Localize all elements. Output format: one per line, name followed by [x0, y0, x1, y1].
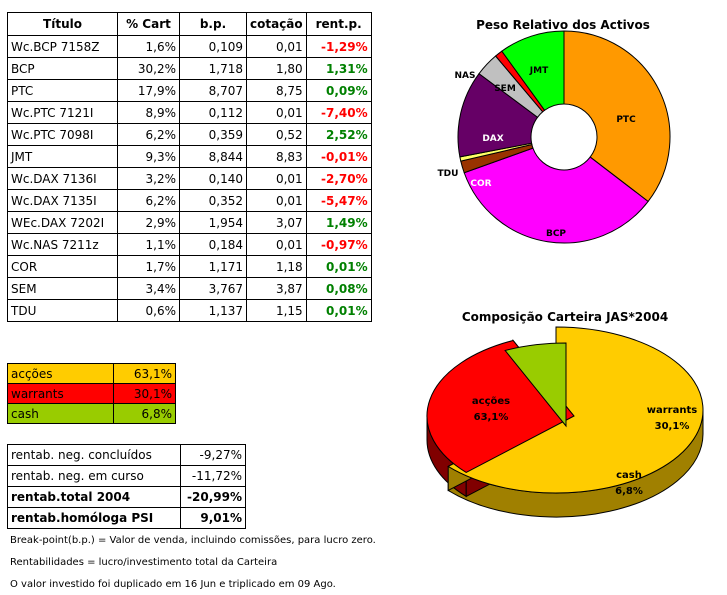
slice-label-jmt: JMT	[529, 66, 549, 76]
holding-row: Wc.BCP 7158Z 1,6% 0,109 0,01 -1,29%	[7, 35, 372, 58]
holding-title: Wc.DAX 7135I	[7, 189, 118, 212]
holding-rent: 0,01%	[305, 299, 372, 322]
holding-bp: 0,352	[179, 189, 247, 212]
slice-ptc	[563, 30, 671, 203]
slice-label-warrants: warrants	[647, 405, 697, 416]
note-rentabilidades: Rentabilidades = lucro/investimento tota…	[10, 557, 278, 568]
holding-rent: 2,52%	[305, 123, 372, 146]
return-value: 9,01%	[180, 507, 246, 529]
allocation-row: cash 6,8%	[7, 403, 176, 424]
holding-row: PTC 17,9% 8,707 8,75 0,09%	[7, 79, 372, 102]
slice-label-cash: cash	[616, 470, 642, 481]
holding-cotacao: 0,01	[246, 101, 307, 124]
slice-accoes	[447, 326, 704, 494]
holding-title: Wc.PTC 7121I	[7, 101, 118, 124]
return-row: rentab. neg. em curso -11,72%	[7, 465, 246, 487]
return-value: -11,72%	[180, 465, 246, 487]
holding-title: PTC	[7, 79, 118, 102]
holding-cart: 0,6%	[117, 299, 180, 322]
holding-title: WEc.DAX 7202I	[7, 211, 118, 234]
slice-bcp	[463, 147, 649, 244]
holdings-header-row: Título % Cart b.p. cotação rent.p.	[7, 12, 372, 36]
header-cart: % Cart	[117, 12, 180, 36]
slice-label-nas: NAS	[455, 71, 476, 81]
holding-cotacao: 1,18	[246, 255, 307, 278]
slice-label-tdu: TDU	[438, 169, 459, 179]
note-breakpoint: Break-point(b.p.) = Valor de venda, incl…	[10, 535, 376, 546]
holding-row: Wc.PTC 7098I 6,2% 0,359 0,52 2,52%	[7, 123, 372, 146]
holding-cotacao: 3,87	[246, 277, 307, 300]
allocation-value: 6,8%	[113, 403, 176, 424]
returns-table: rentab. neg. concluídos -9,27% rentab. neg…	[7, 444, 246, 529]
slice-cash	[504, 342, 567, 428]
slice-value-cash: 6,8%	[615, 486, 643, 497]
holding-bp: 8,844	[179, 145, 247, 168]
allocation-value: 30,1%	[113, 383, 176, 404]
holding-cart: 8,9%	[117, 101, 180, 124]
holding-bp: 1,718	[179, 57, 247, 80]
holding-bp: 1,954	[179, 211, 247, 234]
holding-row: BCP 30,2% 1,718 1,80 1,31%	[7, 57, 372, 80]
holding-cotacao: 1,15	[246, 299, 307, 322]
holding-bp: 1,137	[179, 299, 247, 322]
slice-dax	[457, 72, 539, 158]
holding-cart: 9,3%	[117, 145, 180, 168]
allocation-row: warrants 30,1%	[7, 383, 176, 404]
slice-label-bcp: BCP	[546, 229, 566, 239]
holding-rent: 0,08%	[305, 277, 372, 300]
holding-rent: -0,01%	[305, 145, 372, 168]
holding-cotacao: 0,01	[246, 233, 307, 256]
holding-rent: -0,97%	[305, 233, 372, 256]
header-cotacao: cotação	[246, 12, 307, 36]
allocation-row: acções 63,1%	[7, 363, 176, 384]
return-label: rentab.homóloga PSI	[7, 507, 181, 529]
chart2-title: Composição Carteira JAS*2004	[462, 310, 668, 324]
allocation-value: 63,1%	[113, 363, 176, 384]
holding-bp: 0,359	[179, 123, 247, 146]
slice-label-accoes: acções	[472, 396, 510, 407]
holding-row: Wc.NAS 7211z 1,1% 0,184 0,01 -0,97%	[7, 233, 372, 256]
note-investment: O valor investido foi duplicado em 16 Ju…	[10, 579, 336, 590]
return-value: -20,99%	[180, 486, 246, 508]
slice-label-sem: SEM	[494, 84, 516, 94]
slice-label-dax: DAX	[482, 134, 503, 144]
chart1-title: Peso Relativo dos Activos	[476, 18, 650, 32]
holding-cart: 6,2%	[117, 123, 180, 146]
allocation-label: warrants	[7, 383, 114, 404]
return-row: rentab.total 2004 -20,99%	[7, 486, 246, 508]
holding-cart: 1,6%	[117, 35, 180, 58]
holding-title: Wc.PTC 7098I	[7, 123, 118, 146]
holding-row: WEc.DAX 7202I 2,9% 1,954 3,07 1,49%	[7, 211, 372, 234]
slice-value-accoes: 63,1%	[474, 412, 509, 423]
holding-row: Wc.DAX 7135I 6,2% 0,352 0,01 -5,47%	[7, 189, 372, 212]
header-titulo: Título	[7, 12, 118, 36]
holding-bp: 0,112	[179, 101, 247, 124]
return-row: rentab. neg. concluídos -9,27%	[7, 444, 246, 466]
holding-rent: 1,49%	[305, 211, 372, 234]
header-rent: rent.p.	[305, 12, 372, 36]
holdings-table: Título % Cart b.p. cotação rent.p. Wc.BC…	[7, 12, 372, 322]
slice-value-warrants: 30,1%	[655, 421, 690, 432]
return-label: rentab. neg. em curso	[7, 465, 181, 487]
holding-title: COR	[7, 255, 118, 278]
slice-jmt	[501, 30, 565, 111]
slice-label-cor: COR	[470, 179, 491, 189]
slice-label-ptc: PTC	[616, 115, 636, 125]
holding-rent: 1,31%	[305, 57, 372, 80]
allocation-table: acções 63,1% warrants 30,1% cash 6,8%	[7, 363, 176, 424]
holding-cotacao: 0,01	[246, 167, 307, 190]
return-row: rentab.homóloga PSI 9,01%	[7, 507, 246, 529]
allocation-label: cash	[7, 403, 114, 424]
holding-row: TDU 0,6% 1,137 1,15 0,01%	[7, 299, 372, 322]
holding-cotacao: 8,75	[246, 79, 307, 102]
holding-rent: -5,47%	[305, 189, 372, 212]
holding-cart: 1,1%	[117, 233, 180, 256]
holding-bp: 0,184	[179, 233, 247, 256]
